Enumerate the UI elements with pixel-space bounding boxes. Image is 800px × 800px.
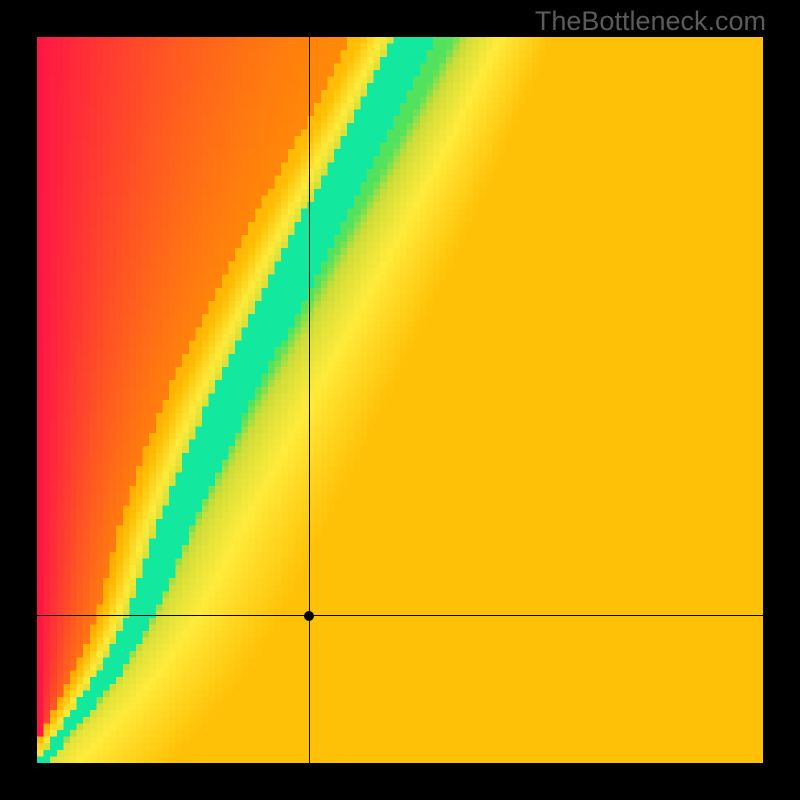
chart-container: TheBottleneck.com — [0, 0, 800, 800]
watermark-text: TheBottleneck.com — [535, 6, 766, 37]
bottleneck-heatmap — [37, 37, 763, 763]
crosshair-horizontal — [37, 615, 763, 616]
crosshair-vertical — [309, 37, 310, 763]
crosshair-point — [304, 611, 314, 621]
